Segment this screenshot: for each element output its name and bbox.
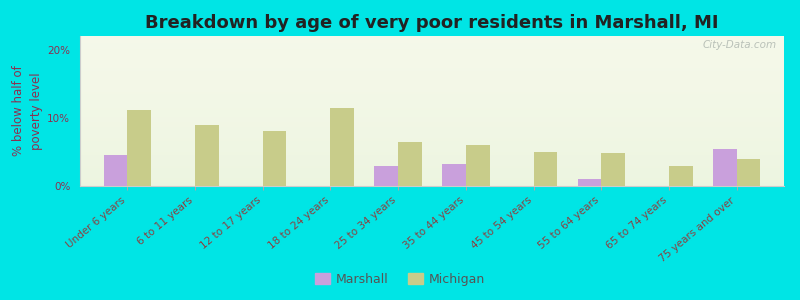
Bar (713, 148, 737, 186)
Bar (127, 110, 151, 186)
Bar (602, 153, 625, 186)
Bar (466, 145, 490, 186)
Bar (104, 155, 127, 186)
Bar (262, 131, 286, 186)
Text: City-Data.com: City-Data.com (703, 40, 777, 50)
Bar (442, 164, 466, 186)
Bar (669, 166, 693, 186)
Legend: Marshall, Michigan: Marshall, Michigan (310, 268, 490, 291)
Title: Breakdown by age of very poor residents in Marshall, MI: Breakdown by age of very poor residents … (146, 14, 718, 32)
Bar (330, 108, 354, 186)
Bar (374, 166, 398, 186)
Bar (398, 142, 422, 186)
Bar (578, 179, 602, 186)
Y-axis label: % below half of
poverty level: % below half of poverty level (12, 66, 43, 156)
Bar (534, 152, 558, 186)
Bar (195, 124, 218, 186)
Bar (737, 159, 760, 186)
